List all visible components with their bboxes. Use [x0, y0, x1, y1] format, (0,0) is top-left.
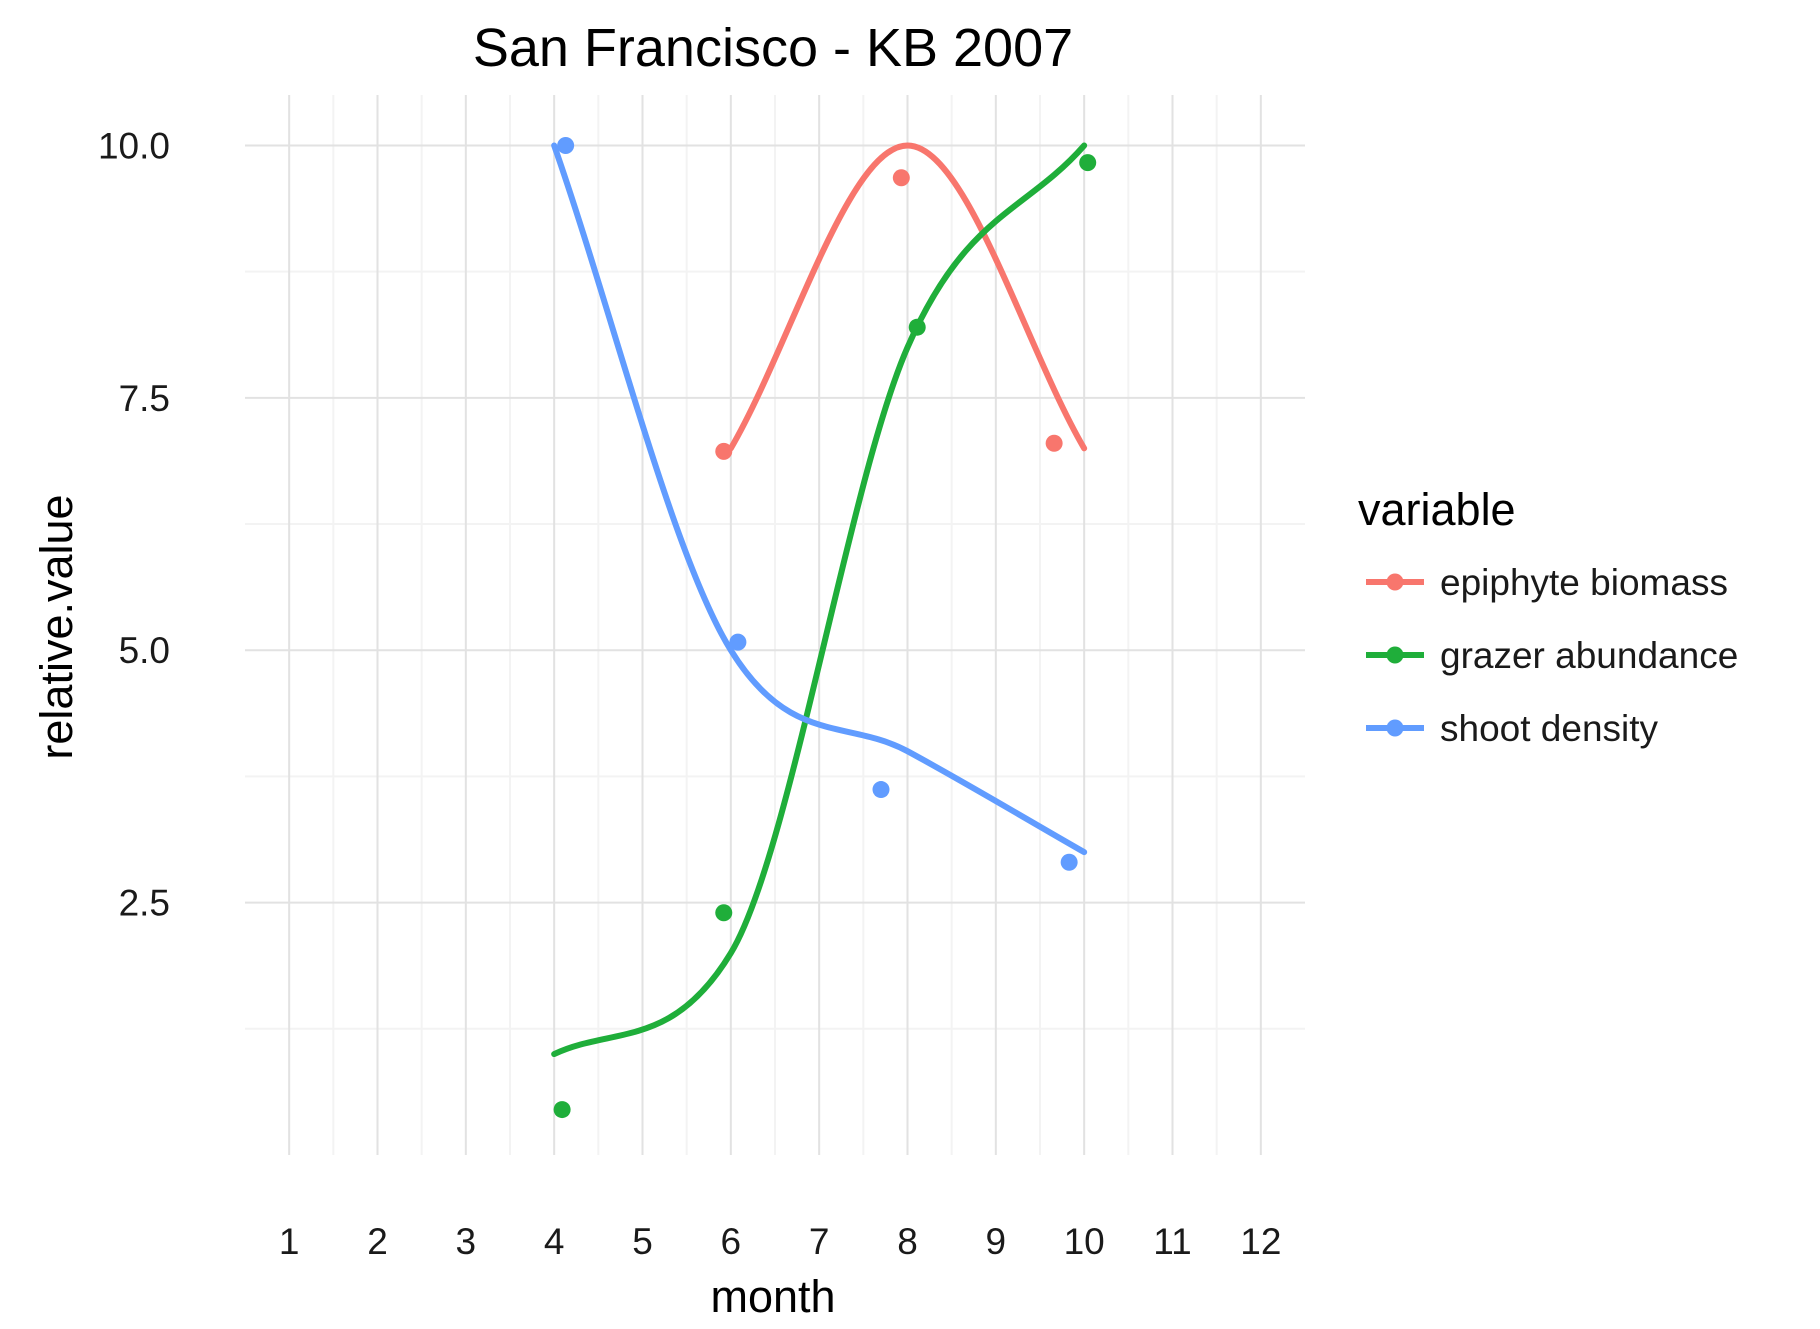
x-axis-label: month	[710, 1271, 835, 1322]
legend-keys: epiphyte biomass grazer abundance shoot de…	[1366, 562, 1738, 749]
data-point-epiphyte-biomass	[892, 169, 910, 187]
series-points	[553, 136, 1097, 1119]
data-point-grazer-abundance	[908, 318, 926, 336]
data-point-grazer-abundance	[553, 1101, 571, 1119]
series-lines	[551, 142, 1088, 1058]
x-tick-label: 8	[897, 1221, 918, 1262]
y-tick-label: 5.0	[119, 630, 170, 671]
data-point-shoot-density	[1060, 853, 1078, 871]
x-tick-label: 9	[986, 1221, 1007, 1262]
y-tick-label: 10.0	[98, 125, 170, 166]
data-point-shoot-density	[557, 136, 575, 154]
series-line-grazer-abundance	[551, 142, 1088, 1058]
legend: variable epiphyte biomass grazer abundanc…	[1358, 484, 1738, 749]
y-tick-label: 2.5	[119, 883, 170, 924]
x-tick-label: 4	[544, 1221, 565, 1262]
tick-labels: 1 2 3 4 5 6 7 8 9 10 11 122.55.07.510.0	[98, 125, 1281, 1262]
data-point-grazer-abundance	[1079, 154, 1097, 172]
y-tick-label: 7.5	[119, 378, 170, 419]
x-tick-label: 3	[456, 1221, 477, 1262]
x-tick-label: 6	[721, 1221, 742, 1262]
x-tick-label: 12	[1240, 1221, 1281, 1262]
x-tick-label: 11	[1153, 1221, 1191, 1262]
legend-marker-shoot-density	[1386, 719, 1404, 737]
series-line-epiphyte-biomass	[727, 142, 1088, 452]
x-tick-label: 10	[1064, 1221, 1105, 1262]
legend-marker-grazer-abundance	[1386, 646, 1404, 664]
x-tick-label: 7	[809, 1221, 830, 1262]
x-tick-label: 5	[632, 1221, 653, 1262]
data-point-epiphyte-biomass	[715, 442, 733, 460]
data-point-shoot-density	[729, 633, 747, 651]
legend-marker-epiphyte-biomass	[1386, 573, 1404, 591]
legend-label-grazer-abundance: grazer abundance	[1440, 635, 1738, 676]
x-tick-label: 2	[367, 1221, 388, 1262]
series-line-shoot-density	[551, 142, 1088, 856]
x-tick-label: 1	[279, 1221, 300, 1262]
chart-title: San Francisco - KB 2007	[473, 18, 1073, 78]
legend-label-epiphyte-biomass: epiphyte biomass	[1440, 562, 1728, 603]
data-point-shoot-density	[872, 781, 890, 799]
data-point-epiphyte-biomass	[1045, 434, 1063, 452]
legend-title: variable	[1358, 484, 1516, 535]
data-point-grazer-abundance	[715, 904, 733, 922]
legend-label-shoot-density: shoot density	[1440, 708, 1659, 749]
y-axis-label: relative.value	[31, 494, 82, 759]
grid	[245, 95, 1305, 1155]
